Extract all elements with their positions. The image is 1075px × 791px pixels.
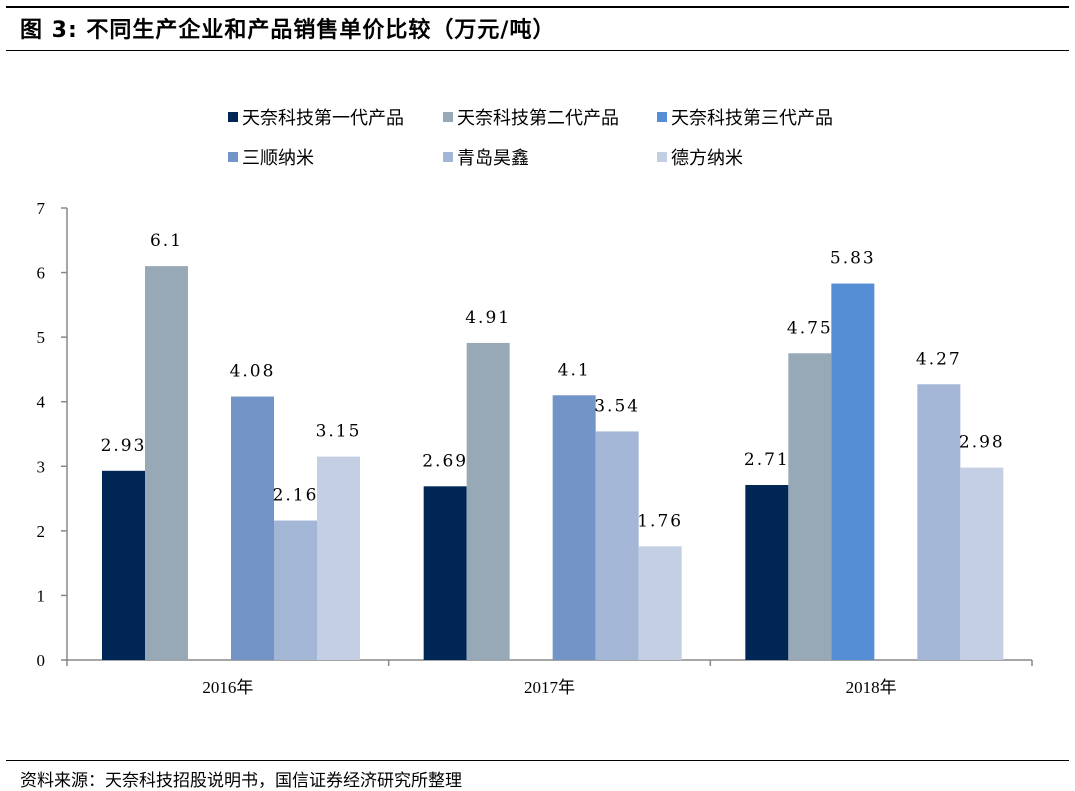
legend-swatch [443, 112, 453, 122]
legend-label: 青岛昊鑫 [457, 148, 529, 169]
x-tick-label: 2018年 [846, 678, 897, 697]
bar [745, 485, 789, 660]
data-label: 3.15 [316, 422, 362, 442]
x-tick-label: 2016年 [202, 678, 253, 697]
bar [145, 266, 188, 660]
x-tick-label: 2017年 [524, 678, 575, 697]
data-label: 1.76 [637, 511, 683, 531]
legend-label: 天奈科技第二代产品 [457, 108, 619, 129]
bar [274, 520, 317, 660]
y-tick-label: 0 [37, 651, 46, 670]
y-tick-label: 7 [37, 199, 46, 218]
legend-label: 天奈科技第一代产品 [242, 108, 404, 129]
y-tick-label: 3 [37, 457, 46, 476]
y-tick-label: 2 [37, 522, 46, 541]
bar [317, 456, 360, 660]
bar [423, 486, 467, 660]
legend-label: 天奈科技第三代产品 [671, 108, 833, 129]
bar [102, 470, 145, 660]
bars [102, 266, 1004, 660]
data-label: 4.91 [465, 308, 511, 328]
bar [788, 353, 832, 660]
data-label: 4.08 [230, 362, 276, 382]
legend-swatch [228, 112, 238, 122]
bar [638, 546, 682, 660]
source-note: 资料来源：天奈科技招股说明书，国信证券经济研究所整理 [20, 771, 462, 791]
title-top-rule [6, 6, 1069, 8]
data-label: 2.69 [422, 451, 468, 471]
legend-label: 德方纳米 [671, 148, 743, 169]
y-tick-label: 4 [37, 393, 46, 412]
data-label: 5.83 [830, 249, 876, 269]
legend-swatch [228, 152, 238, 162]
data-label: 2.16 [273, 486, 319, 506]
title-bottom-rule [6, 50, 1069, 51]
bar [231, 396, 274, 660]
data-label: 2.93 [101, 436, 147, 456]
legend-label: 三顺纳米 [242, 148, 314, 169]
y-tick-label: 5 [37, 328, 46, 347]
bar [917, 384, 961, 660]
y-tick-label: 6 [37, 264, 46, 283]
data-label: 2.98 [959, 433, 1005, 453]
data-label: 4.75 [787, 318, 833, 338]
data-label: 6.1 [150, 231, 183, 251]
legend-swatch [657, 112, 667, 122]
data-labels: 2.93 6.1 4.08 2.16 3.15 2.69 4.91 4.13.54 1.76 2.… [101, 231, 1005, 531]
bar [831, 283, 875, 660]
bar [595, 431, 639, 660]
y-tick-label: 1 [37, 586, 46, 605]
data-label: 4.1 [558, 360, 591, 380]
bar [466, 342, 510, 660]
data-label: 3.54 [594, 396, 640, 416]
source-top-rule [6, 760, 1069, 761]
bar [552, 395, 596, 660]
data-label: 4.27 [916, 349, 962, 369]
figure-title: 图 3: 不同生产企业和产品销售单价比较（万元/吨） [20, 18, 556, 43]
legend-swatch [657, 152, 667, 162]
bar [960, 467, 1004, 660]
data-label: 2.71 [744, 450, 790, 470]
legend-swatch [443, 152, 453, 162]
